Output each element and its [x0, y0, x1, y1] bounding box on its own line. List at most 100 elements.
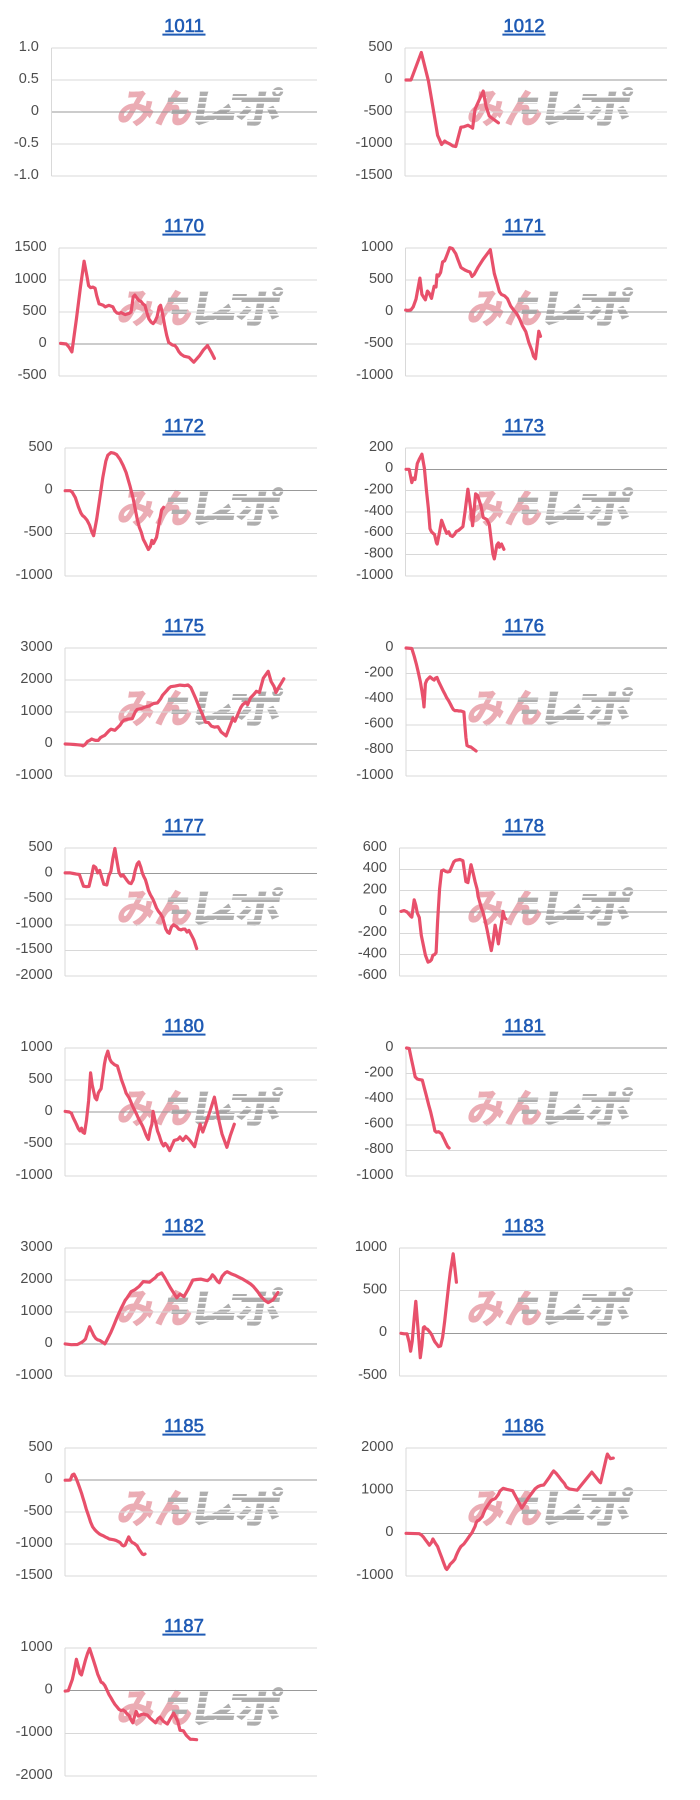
svg-text:-0.5: -0.5	[14, 135, 39, 151]
svg-text:-1.0: -1.0	[14, 167, 39, 183]
svg-text:0: 0	[385, 639, 393, 655]
svg-text:1177: 1177	[164, 815, 204, 836]
svg-text:1000: 1000	[20, 703, 52, 719]
svg-text:0: 0	[45, 1682, 53, 1698]
svg-text:-1000: -1000	[356, 135, 393, 151]
svg-text:-200: -200	[364, 664, 393, 680]
svg-text:2000: 2000	[20, 671, 52, 687]
svg-text:-400: -400	[364, 503, 393, 519]
svg-text:2000: 2000	[361, 1439, 393, 1455]
svg-text:400: 400	[363, 860, 387, 876]
svg-text:-400: -400	[364, 1090, 393, 1106]
svg-text:-600: -600	[364, 524, 393, 540]
svg-text:-800: -800	[364, 741, 393, 757]
svg-text:-1000: -1000	[16, 916, 53, 932]
svg-text:500: 500	[22, 303, 46, 319]
svg-text:0: 0	[385, 1524, 393, 1540]
svg-text:1500: 1500	[14, 239, 46, 255]
svg-text:-500: -500	[18, 367, 47, 383]
svg-text:-400: -400	[364, 690, 393, 706]
svg-text:1000: 1000	[14, 271, 46, 287]
svg-text:1175: 1175	[164, 615, 204, 636]
svg-text:0: 0	[45, 864, 53, 880]
svg-text:-1500: -1500	[356, 167, 393, 183]
svg-text:1000: 1000	[355, 1239, 387, 1255]
svg-text:1000: 1000	[20, 1303, 52, 1319]
svg-text:1173: 1173	[504, 415, 544, 436]
svg-text:600: 600	[363, 839, 387, 855]
svg-text:-1000: -1000	[16, 1535, 53, 1551]
svg-text:1011: 1011	[164, 15, 204, 36]
svg-text:500: 500	[363, 1282, 387, 1298]
svg-text:-1000: -1000	[356, 567, 393, 583]
svg-text:-1000: -1000	[356, 1167, 393, 1183]
svg-text:0: 0	[385, 460, 393, 476]
svg-text:-200: -200	[358, 924, 387, 940]
svg-text:3000: 3000	[20, 639, 52, 655]
svg-text:1000: 1000	[361, 239, 393, 255]
svg-text:-500: -500	[364, 335, 393, 351]
svg-text:-500: -500	[364, 103, 393, 119]
svg-text:1182: 1182	[164, 1215, 204, 1236]
svg-text:1181: 1181	[504, 1015, 544, 1036]
svg-text:1000: 1000	[20, 1039, 52, 1055]
svg-text:1000: 1000	[361, 1482, 393, 1498]
svg-text:1170: 1170	[164, 215, 204, 236]
svg-text:-1000: -1000	[16, 767, 53, 783]
svg-text:-500: -500	[358, 1367, 387, 1383]
svg-text:-2000: -2000	[16, 1767, 53, 1783]
svg-text:0: 0	[385, 303, 393, 319]
svg-text:-600: -600	[358, 967, 387, 983]
svg-text:-1000: -1000	[356, 767, 393, 783]
svg-text:1185: 1185	[164, 1415, 204, 1436]
svg-text:0: 0	[45, 1471, 53, 1487]
svg-text:200: 200	[369, 439, 393, 455]
svg-text:-1000: -1000	[16, 567, 53, 583]
svg-text:1180: 1180	[164, 1015, 204, 1036]
svg-text:0: 0	[379, 903, 387, 919]
svg-text:-1000: -1000	[16, 1167, 53, 1183]
svg-text:1178: 1178	[504, 815, 544, 836]
svg-text:500: 500	[28, 839, 52, 855]
svg-text:0: 0	[45, 482, 53, 498]
svg-text:500: 500	[369, 271, 393, 287]
svg-text:-500: -500	[24, 890, 53, 906]
svg-text:-500: -500	[24, 1503, 53, 1519]
svg-text:1176: 1176	[504, 615, 544, 636]
svg-text:1187: 1187	[164, 1615, 204, 1636]
svg-text:1000: 1000	[20, 1639, 52, 1655]
svg-text:-200: -200	[364, 482, 393, 498]
svg-text:-600: -600	[364, 716, 393, 732]
svg-text:0: 0	[45, 1335, 53, 1351]
svg-text:2000: 2000	[20, 1271, 52, 1287]
svg-text:1172: 1172	[164, 415, 204, 436]
svg-text:0: 0	[45, 735, 53, 751]
svg-text:-800: -800	[364, 546, 393, 562]
svg-text:0.5: 0.5	[19, 71, 39, 87]
svg-text:1171: 1171	[504, 215, 544, 236]
svg-text:0: 0	[385, 1039, 393, 1055]
svg-text:-1500: -1500	[16, 1567, 53, 1583]
svg-text:-2000: -2000	[16, 967, 53, 983]
svg-text:0: 0	[45, 1103, 53, 1119]
svg-text:500: 500	[28, 1439, 52, 1455]
svg-text:-1000: -1000	[356, 1567, 393, 1583]
svg-text:-1000: -1000	[356, 367, 393, 383]
svg-text:3000: 3000	[20, 1239, 52, 1255]
svg-text:-1500: -1500	[16, 941, 53, 957]
svg-text:0: 0	[379, 1324, 387, 1340]
svg-text:1.0: 1.0	[19, 39, 39, 55]
svg-text:200: 200	[363, 882, 387, 898]
svg-text:-1000: -1000	[16, 1724, 53, 1740]
svg-text:-1000: -1000	[16, 1367, 53, 1383]
svg-text:-500: -500	[24, 1135, 53, 1151]
svg-text:1183: 1183	[504, 1215, 544, 1236]
svg-text:-800: -800	[364, 1141, 393, 1157]
svg-text:-600: -600	[364, 1116, 393, 1132]
svg-text:0: 0	[385, 71, 393, 87]
svg-text:500: 500	[28, 1071, 52, 1087]
svg-text:-400: -400	[358, 946, 387, 962]
svg-text:-200: -200	[364, 1064, 393, 1080]
svg-text:-500: -500	[24, 524, 53, 540]
svg-text:1012: 1012	[503, 15, 544, 36]
